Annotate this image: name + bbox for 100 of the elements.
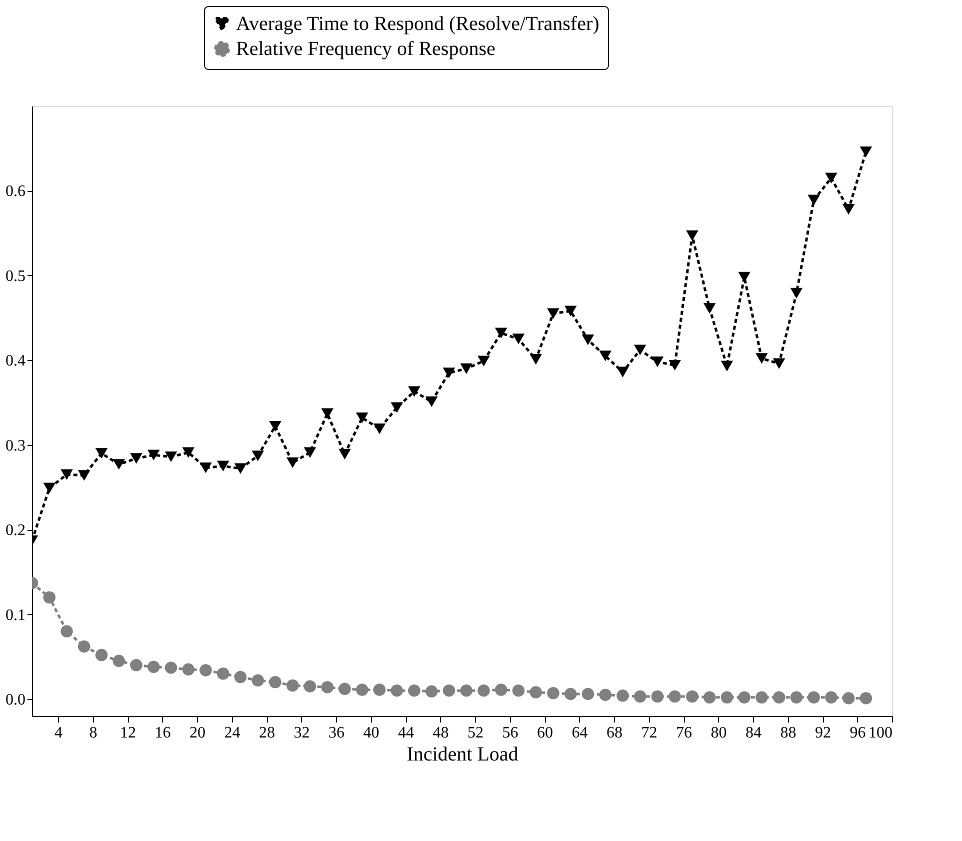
point — [599, 350, 612, 362]
point — [356, 684, 368, 696]
point — [460, 363, 472, 374]
point — [269, 676, 282, 688]
point — [78, 640, 90, 653]
x-tick-label: 84 — [746, 724, 762, 742]
x-tick-label: 92 — [815, 724, 832, 742]
point — [164, 662, 178, 674]
point — [95, 448, 108, 459]
point — [130, 453, 142, 464]
point — [478, 684, 490, 697]
y-tick-label: 0.5 — [6, 268, 26, 285]
x-tick-label: 24 — [224, 724, 240, 742]
point — [286, 457, 299, 468]
x-tick-label: 8 — [89, 724, 98, 742]
point — [60, 625, 73, 638]
point — [216, 668, 230, 680]
point — [390, 402, 403, 413]
point — [808, 691, 820, 704]
point — [564, 688, 577, 700]
point — [147, 450, 160, 460]
point — [252, 674, 264, 687]
point — [825, 172, 838, 184]
point — [547, 308, 560, 319]
point — [668, 690, 681, 703]
x-tick-label: 48 — [432, 724, 449, 742]
point — [182, 663, 194, 676]
point — [634, 344, 646, 356]
point — [772, 358, 786, 369]
point — [338, 448, 351, 460]
x-tick-label: 100 — [868, 724, 892, 742]
point — [321, 408, 334, 419]
legend-label: Average Time to Respond (Resolve/Transfer) — [236, 13, 600, 35]
point — [720, 360, 734, 372]
point — [860, 146, 872, 158]
point — [304, 447, 316, 458]
x-tick-label: 32 — [294, 724, 310, 742]
point — [530, 354, 542, 365]
point — [668, 360, 681, 371]
point — [738, 691, 750, 704]
point — [43, 482, 56, 494]
x-tick-label: 76 — [676, 724, 692, 742]
point — [130, 659, 142, 672]
point — [703, 303, 716, 314]
point — [842, 204, 855, 215]
point — [582, 688, 594, 700]
point — [599, 688, 612, 701]
point — [234, 670, 247, 684]
x-tick-label: 68 — [606, 724, 623, 742]
point — [530, 686, 542, 698]
point — [216, 460, 230, 472]
point — [200, 462, 212, 474]
point — [442, 368, 456, 378]
point — [356, 412, 368, 424]
point — [408, 386, 420, 397]
point — [756, 691, 768, 704]
point — [842, 692, 855, 704]
point — [234, 463, 247, 474]
point — [494, 328, 508, 338]
x-tick-label: 52 — [468, 724, 484, 742]
point — [808, 194, 820, 206]
point — [112, 654, 125, 668]
point — [686, 230, 698, 241]
point — [321, 681, 334, 694]
point — [460, 684, 472, 697]
point — [373, 684, 386, 696]
point — [651, 356, 664, 368]
x-tick-label: 28 — [259, 724, 276, 742]
x-axis-title: Incident Load — [406, 744, 518, 766]
point — [616, 366, 629, 378]
y-tick-label: 0.0 — [6, 692, 26, 709]
y-tick-label: 0.1 — [6, 606, 26, 624]
point — [686, 690, 698, 703]
x-tick-label: 4 — [54, 724, 63, 742]
point — [338, 682, 351, 695]
y-tick-label: 0.4 — [6, 352, 26, 370]
point — [43, 591, 56, 604]
point — [442, 684, 456, 697]
point — [269, 420, 282, 432]
point — [478, 356, 490, 366]
point — [147, 660, 160, 673]
legend-label: Relative Frequency of Response — [236, 38, 496, 60]
x-tick-label: 16 — [154, 724, 171, 742]
point — [616, 690, 629, 702]
point — [512, 684, 525, 697]
point — [494, 684, 508, 696]
point — [582, 334, 594, 346]
point — [790, 691, 803, 704]
point — [60, 469, 73, 480]
point — [252, 450, 264, 462]
point — [182, 447, 194, 458]
point — [390, 684, 403, 697]
point — [512, 334, 525, 344]
y-tick-label: 0.3 — [6, 437, 26, 454]
x-tick-label: 44 — [398, 724, 414, 742]
point — [547, 687, 560, 700]
x-tick-label: 88 — [780, 724, 796, 742]
point — [564, 306, 577, 316]
x-tick-label: 96 — [850, 724, 866, 742]
y-tick-label: 0.6 — [6, 183, 26, 200]
